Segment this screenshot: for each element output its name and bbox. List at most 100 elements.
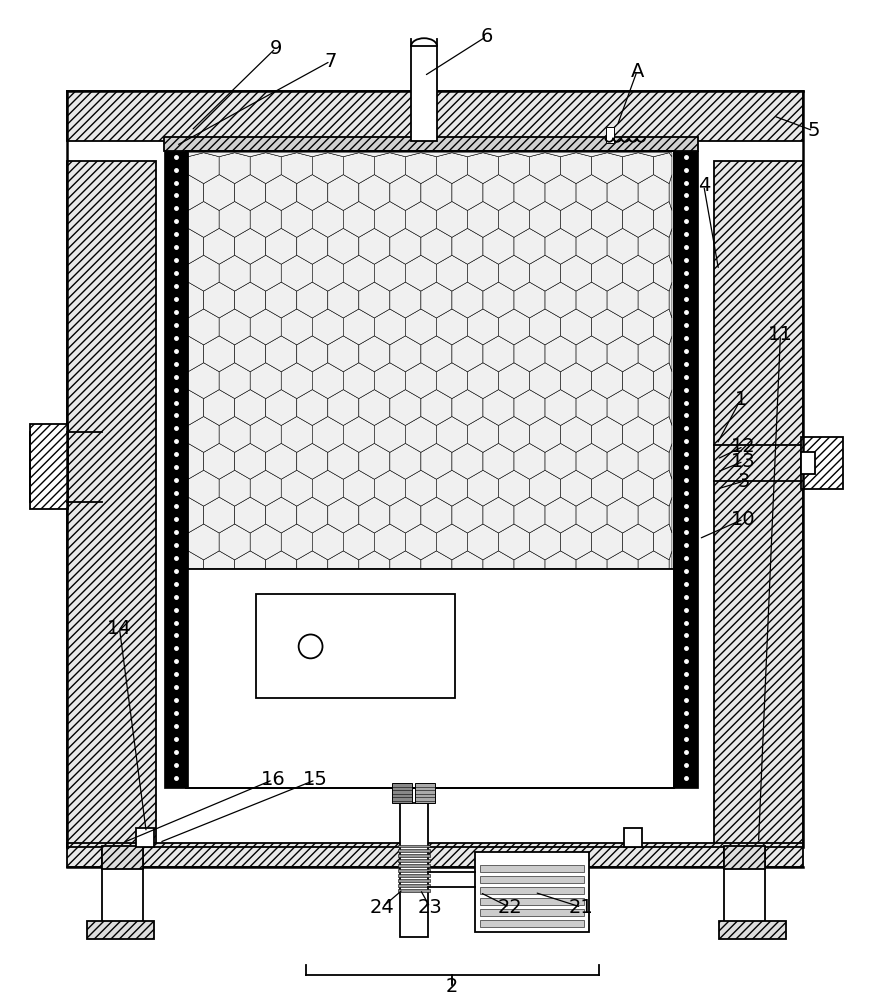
Bar	[714, 161, 803, 847]
Polygon shape	[219, 201, 250, 237]
Bar	[66, 91, 803, 141]
Polygon shape	[250, 416, 281, 452]
Polygon shape	[374, 524, 406, 560]
Polygon shape	[343, 255, 374, 291]
Polygon shape	[669, 282, 672, 318]
Polygon shape	[452, 282, 483, 318]
Polygon shape	[483, 282, 514, 318]
Polygon shape	[576, 153, 607, 157]
Polygon shape	[498, 363, 530, 399]
Polygon shape	[250, 201, 281, 237]
Polygon shape	[592, 153, 622, 184]
Polygon shape	[576, 443, 607, 479]
Polygon shape	[545, 497, 576, 533]
Bar	[101, 847, 143, 937]
Polygon shape	[622, 524, 654, 560]
Polygon shape	[297, 551, 328, 569]
Text: 6: 6	[481, 27, 493, 46]
Polygon shape	[607, 390, 638, 425]
Polygon shape	[374, 201, 406, 237]
Polygon shape	[281, 309, 312, 345]
Text: 7: 7	[324, 52, 336, 71]
Polygon shape	[188, 282, 204, 318]
Polygon shape	[328, 551, 359, 569]
Polygon shape	[219, 153, 250, 184]
Polygon shape	[235, 175, 266, 210]
Polygon shape	[560, 524, 592, 560]
Polygon shape	[188, 443, 204, 479]
Polygon shape	[592, 416, 622, 452]
Polygon shape	[421, 336, 452, 372]
Polygon shape	[188, 153, 204, 157]
Polygon shape	[452, 175, 483, 210]
Polygon shape	[622, 309, 654, 345]
Bar	[415, 783, 435, 803]
Bar	[411, 46, 437, 141]
Polygon shape	[436, 309, 468, 345]
Polygon shape	[483, 551, 514, 569]
Bar	[399, 874, 430, 877]
Polygon shape	[607, 336, 638, 372]
Polygon shape	[359, 497, 390, 533]
Polygon shape	[406, 363, 436, 399]
Polygon shape	[219, 524, 250, 560]
Polygon shape	[297, 175, 328, 210]
Polygon shape	[266, 282, 297, 318]
Polygon shape	[390, 497, 421, 533]
Polygon shape	[514, 443, 545, 479]
Polygon shape	[219, 309, 250, 345]
Polygon shape	[390, 153, 421, 157]
Polygon shape	[576, 551, 607, 569]
Polygon shape	[188, 201, 219, 237]
Bar	[475, 852, 589, 932]
Polygon shape	[560, 470, 592, 506]
Bar	[399, 845, 430, 847]
Text: 3: 3	[738, 472, 750, 491]
Polygon shape	[622, 255, 654, 291]
Polygon shape	[530, 363, 560, 399]
Text: 2: 2	[446, 977, 458, 996]
Bar	[399, 859, 430, 862]
Polygon shape	[235, 153, 266, 157]
Polygon shape	[592, 470, 622, 506]
Polygon shape	[374, 416, 406, 452]
Polygon shape	[483, 336, 514, 372]
Polygon shape	[545, 282, 576, 318]
Polygon shape	[452, 336, 483, 372]
Polygon shape	[436, 416, 468, 452]
Polygon shape	[188, 309, 219, 345]
Polygon shape	[421, 551, 452, 569]
Polygon shape	[343, 416, 374, 452]
Polygon shape	[468, 470, 498, 506]
Polygon shape	[669, 443, 672, 479]
Polygon shape	[607, 497, 638, 533]
Text: 5: 5	[807, 121, 820, 140]
Polygon shape	[545, 551, 576, 569]
Polygon shape	[204, 175, 235, 210]
Polygon shape	[530, 309, 560, 345]
Polygon shape	[188, 336, 204, 372]
Bar	[136, 828, 155, 847]
Polygon shape	[468, 255, 498, 291]
Polygon shape	[406, 201, 436, 237]
Polygon shape	[235, 390, 266, 425]
Polygon shape	[638, 175, 669, 210]
Bar	[480, 920, 585, 927]
Polygon shape	[343, 153, 374, 184]
Polygon shape	[235, 497, 266, 533]
Bar	[30, 424, 67, 509]
Polygon shape	[638, 390, 669, 425]
Bar	[164, 137, 697, 151]
Polygon shape	[328, 282, 359, 318]
Polygon shape	[328, 443, 359, 479]
Circle shape	[299, 634, 323, 658]
Polygon shape	[452, 228, 483, 264]
Polygon shape	[281, 153, 312, 184]
Polygon shape	[576, 497, 607, 533]
Polygon shape	[281, 524, 312, 560]
Polygon shape	[235, 443, 266, 479]
Polygon shape	[266, 228, 297, 264]
Polygon shape	[188, 228, 204, 264]
Polygon shape	[204, 153, 235, 157]
Polygon shape	[188, 390, 204, 425]
